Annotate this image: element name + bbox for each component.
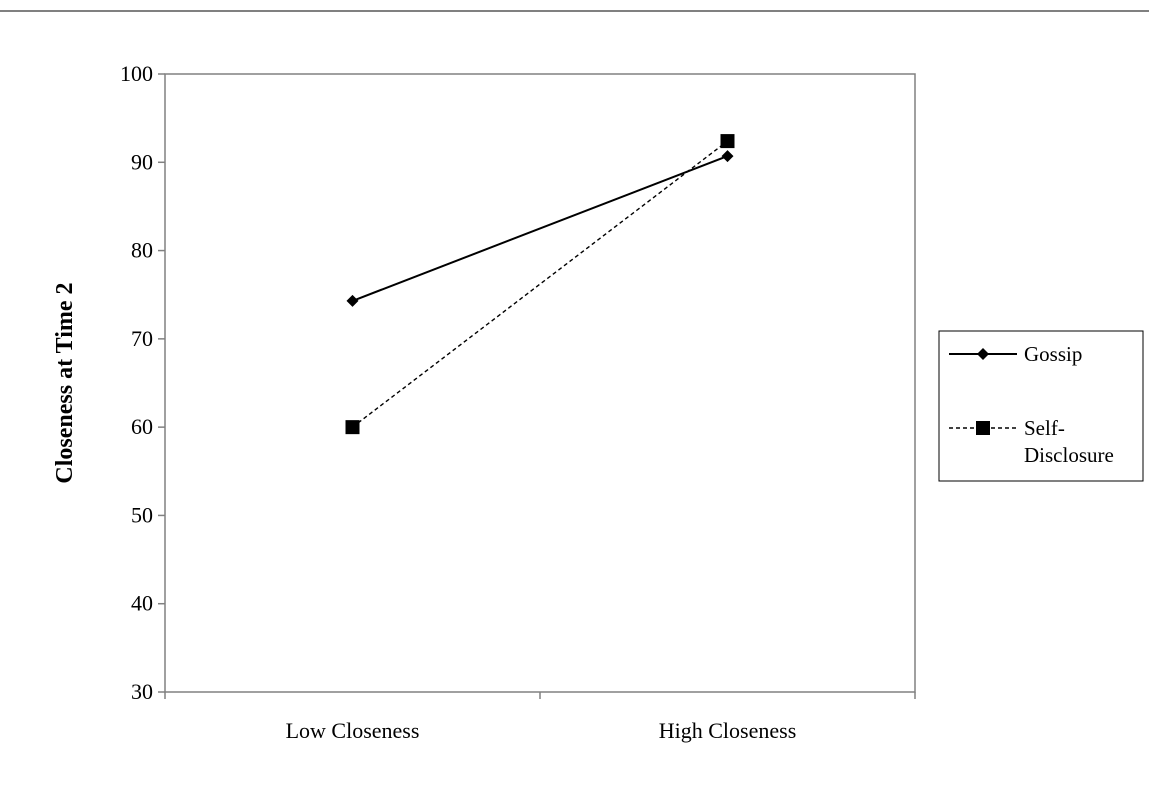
- series-self-disclosure: [345, 134, 735, 435]
- legend-label-line: Disclosure: [1024, 443, 1114, 467]
- y-tick-label: 90: [131, 149, 153, 174]
- y-axis-title: Closeness at Time 2: [52, 282, 78, 483]
- data-point-diamond: [346, 294, 359, 307]
- legend-entry-gossip: Gossip: [949, 342, 1082, 366]
- series-layer: [345, 134, 735, 435]
- y-tick-label: 30: [131, 679, 153, 704]
- y-tick-label: 50: [131, 502, 153, 527]
- legend-label: Self- Disclosure: [1024, 416, 1114, 467]
- x-tick-label: High Closeness: [659, 718, 797, 743]
- legend: Gossip Self- Disclosure: [938, 330, 1144, 482]
- y-tick-label: 80: [131, 238, 153, 263]
- series-line: [352, 140, 728, 428]
- legend-box: [938, 330, 1144, 482]
- legend-swatch-marker: [976, 421, 990, 435]
- y-axis: 30 40 50 60 70 80 90 100: [120, 61, 165, 704]
- series-line: [352, 155, 728, 302]
- y-tick-label: 60: [131, 414, 153, 439]
- data-point-square: [720, 134, 735, 149]
- legend-swatch-marker: [977, 348, 989, 360]
- y-tick-label: 100: [120, 61, 153, 86]
- series-gossip: [346, 150, 734, 307]
- legend-entry-self-disclosure: Self- Disclosure: [949, 416, 1114, 467]
- plot-area-frame: [164, 73, 916, 693]
- legend-label: Gossip: [1024, 342, 1082, 366]
- legend-label-line: Self-: [1024, 416, 1065, 440]
- y-tick-label: 70: [131, 326, 153, 351]
- data-point-square: [345, 420, 360, 435]
- x-axis: Low Closeness High Closeness: [164, 692, 916, 743]
- y-tick-label: 40: [131, 591, 153, 616]
- data-point-diamond: [721, 150, 734, 163]
- x-tick-label: Low Closeness: [286, 718, 420, 743]
